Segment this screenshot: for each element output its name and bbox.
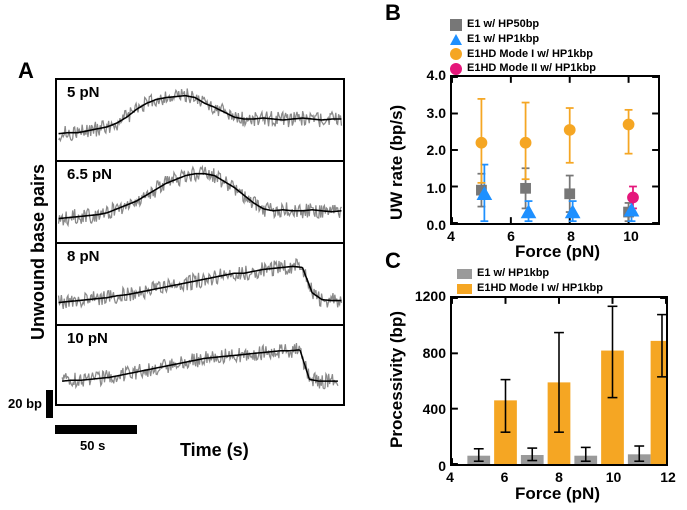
legend-text: E1 w/ HP50bp <box>467 18 539 32</box>
panel-b-plot-area <box>450 75 660 225</box>
xtick-label: 6 <box>495 469 515 485</box>
panel-b-scatter-svg <box>452 77 658 223</box>
trace-force-label: 8 pN <box>67 248 100 265</box>
legend-bar-icon <box>457 269 472 279</box>
trace-row: 10 pN <box>55 324 345 406</box>
panel-c-legend: E1 w/ HP1kbpE1HD Mode I w/ HP1kbp <box>457 267 603 297</box>
legend-text: E1 w/ HP1kbp <box>467 33 539 47</box>
panel-a-scalebar-x <box>55 425 137 434</box>
panel-c-xaxis-label: Force (pN) <box>515 484 600 504</box>
legend-row: E1 w/ HP1kbp <box>457 267 603 281</box>
data-marker <box>520 183 531 194</box>
legend-marker-icon <box>450 34 462 45</box>
legend-text: E1HD Mode II w/ HP1kbp <box>467 62 596 76</box>
data-marker <box>520 137 532 149</box>
legend-row: E1 w/ HP1kbp <box>450 33 596 47</box>
xtick-label: 8 <box>549 469 569 485</box>
ytick-label: 400 <box>410 401 446 417</box>
panel-a-scalebar-y-label: 20 bp <box>8 396 42 411</box>
panel-label-a: A <box>18 58 34 84</box>
trace-row: 6.5 pN <box>55 160 345 242</box>
xtick-label: 8 <box>562 228 580 244</box>
xtick-label: 12 <box>658 469 678 485</box>
panel-c: E1 w/ HP1kbpE1HD Mode I w/ HP1kbp Proces… <box>395 268 675 498</box>
panel-a-scalebar-x-label: 50 s <box>80 438 105 453</box>
legend-marker-icon <box>450 63 462 75</box>
xtick-label: 6 <box>502 228 520 244</box>
panel-a-yaxis-label: Unwound base pairs <box>28 164 49 340</box>
panel-a-scalebar-y <box>46 390 53 418</box>
legend-marker-icon <box>450 48 462 60</box>
data-marker <box>521 204 537 218</box>
legend-text: E1HD Mode I w/ HP1kbp <box>467 48 593 62</box>
xtick-label: 10 <box>604 469 624 485</box>
panel-c-yaxis-label: Processivity (bp) <box>387 311 407 448</box>
ytick-label: 800 <box>410 345 446 361</box>
data-marker <box>623 119 635 131</box>
panel-a-xaxis-label: Time (s) <box>180 440 249 461</box>
legend-text: E1 w/ HP1kbp <box>477 267 549 281</box>
data-marker <box>564 124 576 136</box>
ytick-label: 1.0 <box>420 180 446 196</box>
legend-row: E1HD Mode II w/ HP1kbp <box>450 62 596 76</box>
legend-text: E1HD Mode I w/ HP1kbp <box>477 282 603 296</box>
panel-b-xaxis-label: Force (pN) <box>515 242 600 262</box>
trace-force-label: 10 pN <box>67 330 108 347</box>
panel-b: E1 w/ HP50bpE1 w/ HP1kbpE1HD Mode I w/ H… <box>395 20 675 245</box>
trace-force-label: 6.5 pN <box>67 166 112 183</box>
panel-a-traces: 5 pN 6.5 pN 8 pN 10 pN <box>55 78 345 418</box>
trace-svg <box>57 244 343 324</box>
trace-row: 8 pN <box>55 242 345 324</box>
ytick-label: 2.0 <box>420 142 446 158</box>
ytick-label: 0.0 <box>420 217 446 233</box>
trace-force-label: 5 pN <box>67 84 100 101</box>
panel-c-plot-area <box>450 296 668 466</box>
panel-b-legend: E1 w/ HP50bpE1 w/ HP1kbpE1HD Mode I w/ H… <box>450 18 596 77</box>
legend-row: E1 w/ HP50bp <box>450 18 596 32</box>
ytick-label: 3.0 <box>420 105 446 121</box>
ytick-label: 4.0 <box>420 67 446 83</box>
trace-row: 5 pN <box>55 78 345 160</box>
panel-b-yaxis-label: UW rate (bp/s) <box>387 105 407 220</box>
legend-row: E1HD Mode I w/ HP1kbp <box>450 48 596 62</box>
ytick-label: 1200 <box>410 288 446 304</box>
legend-row: E1HD Mode I w/ HP1kbp <box>457 282 603 296</box>
panel-c-bar-svg <box>452 298 666 464</box>
legend-marker-icon <box>450 19 462 31</box>
data-marker <box>476 137 488 149</box>
data-marker <box>627 192 639 204</box>
legend-bar-icon <box>457 284 472 294</box>
trace-svg <box>57 80 343 160</box>
figure-root: A B C Unwound base pairs 5 pN6.5 pN8 pN1… <box>0 0 687 510</box>
bar <box>651 341 666 464</box>
xtick-label: 10 <box>622 228 640 244</box>
trace-noise <box>59 88 342 140</box>
data-marker <box>564 188 575 199</box>
ytick-label: 0 <box>410 458 446 474</box>
